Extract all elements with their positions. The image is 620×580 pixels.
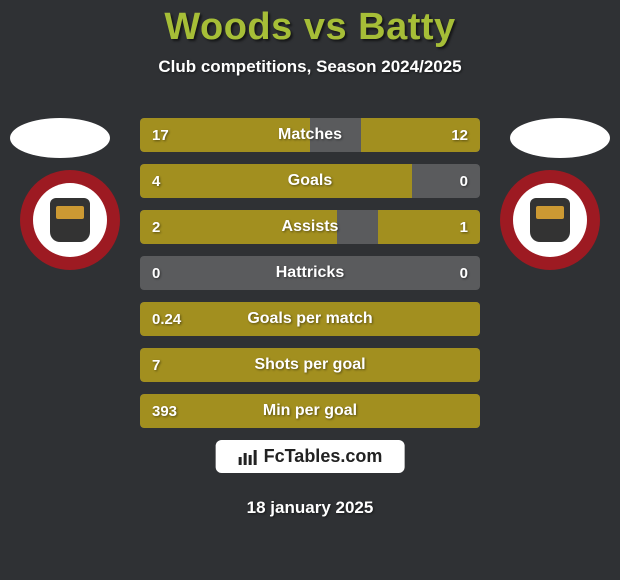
- stat-label: Matches: [140, 126, 480, 144]
- footer-date: 18 january 2025: [0, 498, 620, 518]
- fctables-logo: FcTables.com: [216, 440, 405, 473]
- right-club-crest: [500, 170, 600, 270]
- stat-label: Assists: [140, 218, 480, 236]
- shield-icon: [50, 198, 91, 242]
- stat-row: 0.24Goals per match: [140, 302, 480, 336]
- left-flag-placeholder: [10, 118, 110, 158]
- subtitle: Club competitions, Season 2024/2025: [0, 57, 620, 77]
- stat-row: 393Min per goal: [140, 394, 480, 428]
- left-club-crest: [20, 170, 120, 270]
- crest-inner: [513, 183, 587, 257]
- stat-row: 40Goals: [140, 164, 480, 198]
- shield-icon: [530, 198, 571, 242]
- stat-row: 00Hattricks: [140, 256, 480, 290]
- stats-container: 1712Matches 40Goals 21Assists 00Hattricks 0.…: [140, 118, 480, 440]
- stat-label: Min per goal: [140, 402, 480, 420]
- stat-label: Shots per goal: [140, 356, 480, 374]
- comparison-card: Woods vs Batty Club competitions, Season…: [0, 0, 620, 580]
- crest-inner: [33, 183, 107, 257]
- page-title: Woods vs Batty: [0, 6, 620, 49]
- stat-label: Goals per match: [140, 310, 480, 328]
- stat-row: 1712Matches: [140, 118, 480, 152]
- logo-text: FcTables.com: [264, 446, 383, 467]
- right-flag-placeholder: [510, 118, 610, 158]
- chart-icon: [238, 448, 258, 466]
- stat-label: Goals: [140, 172, 480, 190]
- stat-row: 7Shots per goal: [140, 348, 480, 382]
- stat-label: Hattricks: [140, 264, 480, 282]
- stat-row: 21Assists: [140, 210, 480, 244]
